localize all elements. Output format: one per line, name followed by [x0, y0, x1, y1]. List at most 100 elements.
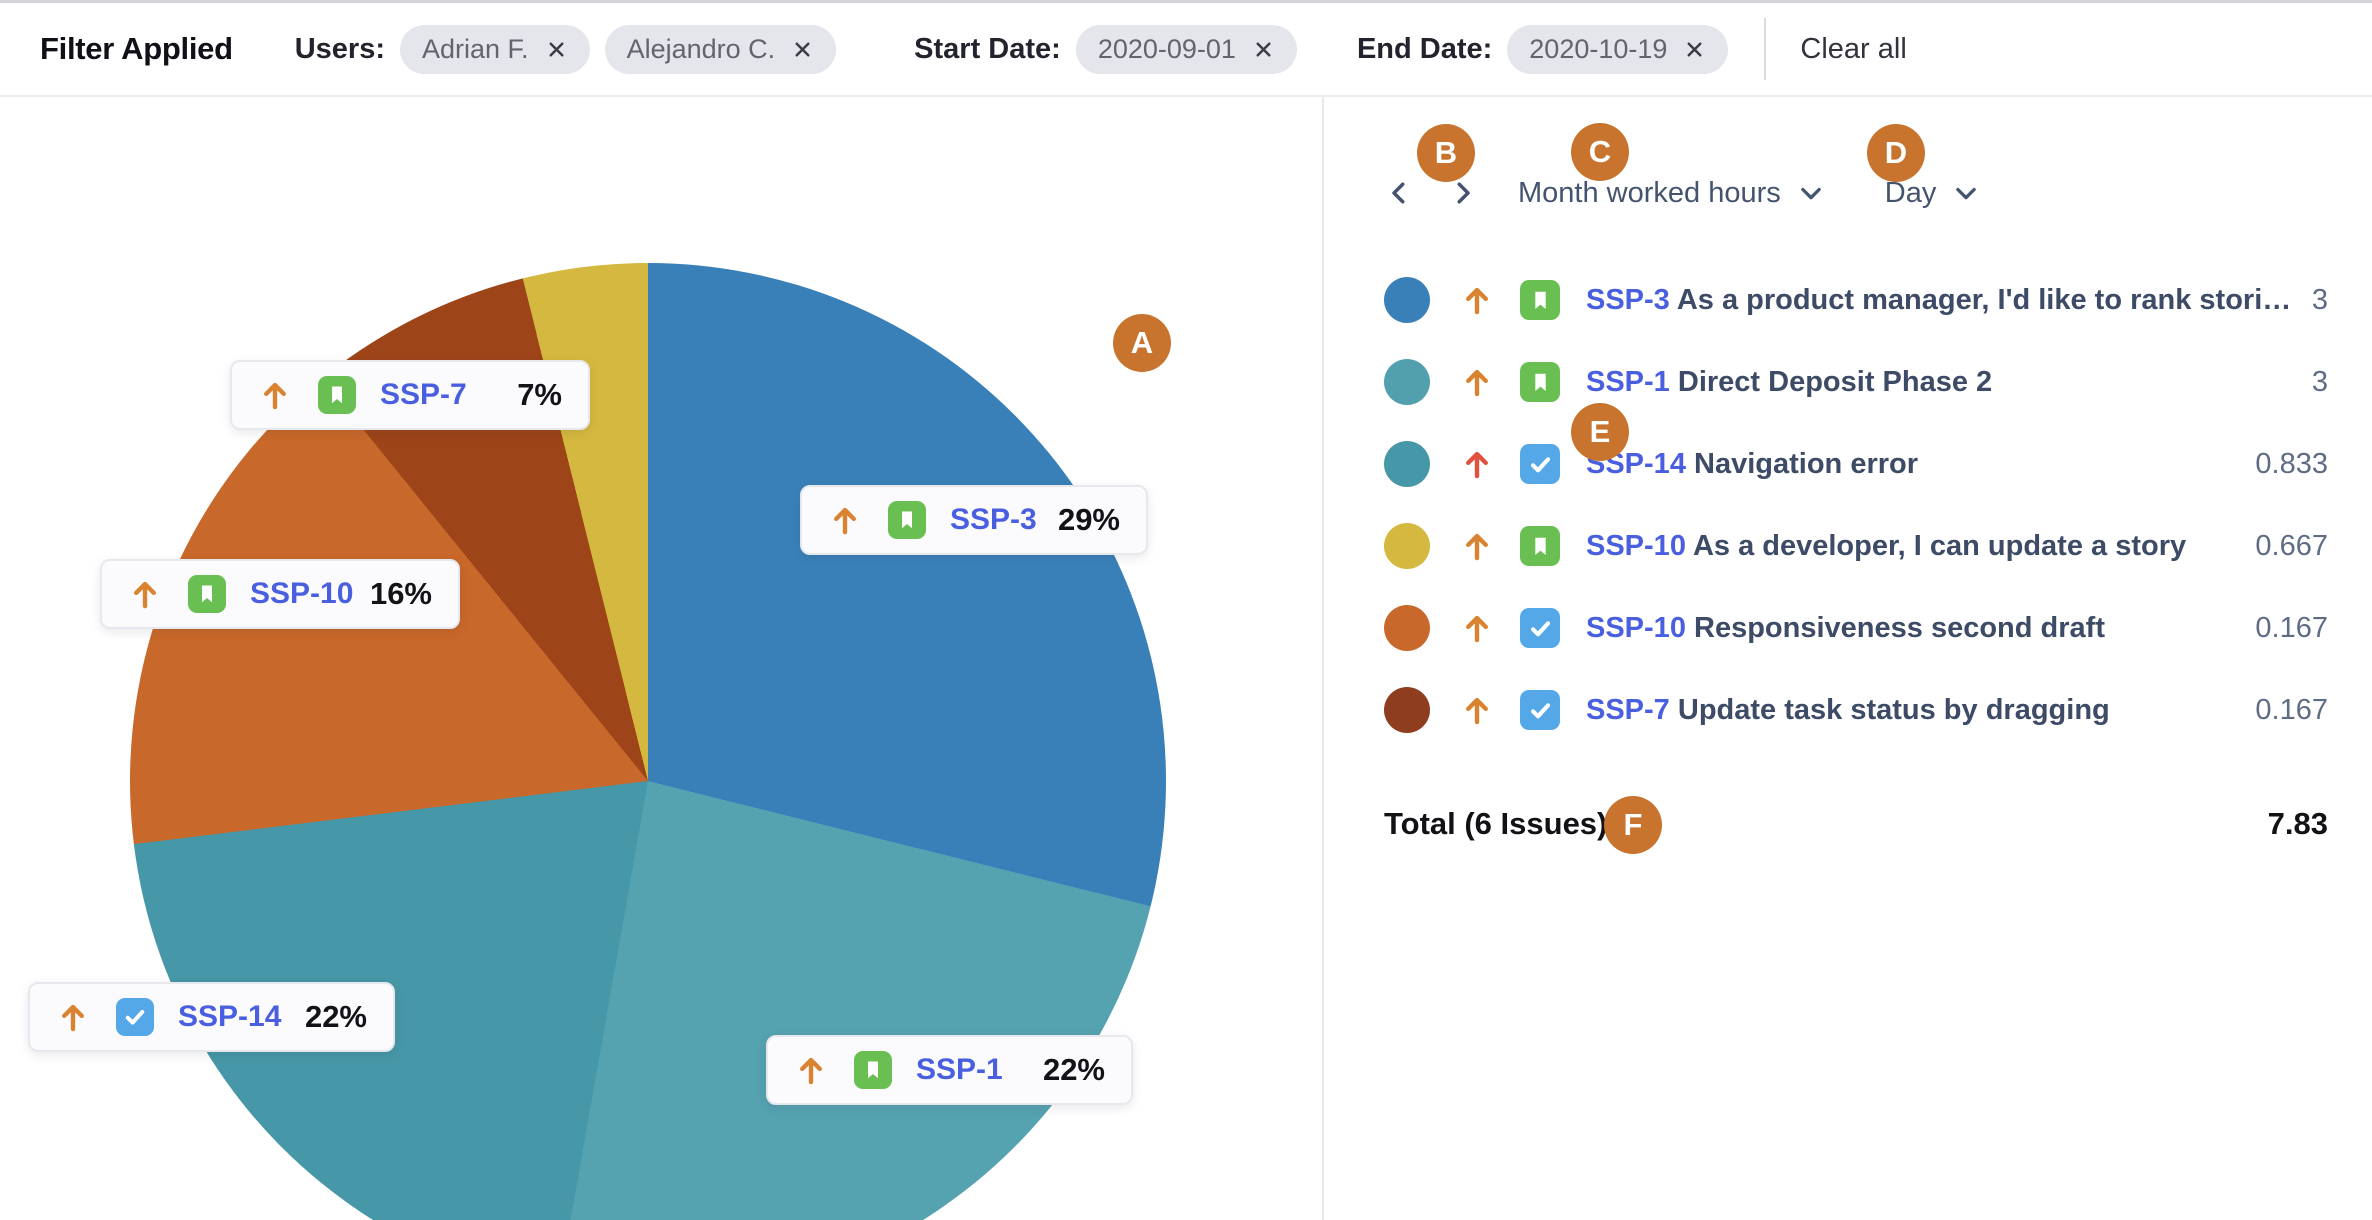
legend-row-ssp-1[interactable]: SSP-1 Direct Deposit Phase 2 3 [1384, 341, 2328, 423]
annotation-badge-c: C [1571, 123, 1629, 181]
priority-medium-icon [128, 574, 162, 614]
issue-key: SSP-7 [1586, 693, 1670, 726]
start-date-filter-group: Start Date: 2020-09-01 [914, 24, 1297, 74]
pie-callout-ssp-1: SSP-1 22% [766, 1035, 1133, 1105]
story-icon [1520, 280, 1560, 320]
total-row: Total (6 Issues) 7.83 [1384, 783, 2328, 865]
legend-panel-header: Month worked hours Day [1384, 169, 2328, 217]
annotation-badge-a: A [1113, 314, 1171, 372]
issue-key: SSP-1 [916, 1053, 1003, 1086]
story-icon [888, 501, 926, 539]
issue-title: SSP-14 Navigation error [1586, 448, 2235, 481]
priority-medium-icon [1460, 362, 1494, 402]
priority-high-icon [1460, 444, 1494, 484]
legend-row-ssp-10-task[interactable]: SSP-10 Responsiveness second draft 0.167 [1384, 587, 2328, 669]
issue-legend-list: SSP-3 As a product manager, I'd like to … [1384, 259, 2328, 751]
issue-title: SSP-10 Responsiveness second draft [1586, 612, 2235, 645]
metric-dropdown-value: Month worked hours [1518, 176, 1781, 209]
issue-summary: As a developer, I can update a story [1692, 529, 2187, 562]
worked-hours-value: 0.167 [2255, 693, 2328, 726]
annotation-badge-e: E [1571, 403, 1629, 461]
worked-hours-value: 0.833 [2255, 447, 2328, 480]
series-color-swatch [1384, 605, 1430, 651]
issue-key: SSP-10 [1586, 611, 1686, 644]
series-color-swatch [1384, 687, 1430, 733]
priority-medium-icon [794, 1050, 828, 1090]
issue-title: SSP-10 As a developer, I can update a st… [1586, 530, 2235, 563]
issue-key: SSP-3 [950, 503, 1037, 536]
priority-medium-icon [1460, 526, 1494, 566]
remove-filter-icon[interactable] [791, 38, 814, 61]
series-color-swatch [1384, 277, 1430, 323]
issue-summary: As a product manager, I'd like to rank s… [1676, 283, 2292, 316]
annotation-badge-b: B [1417, 124, 1475, 182]
issue-key: SSP-14 [178, 1000, 282, 1033]
legend-row-ssp-14[interactable]: SSP-14 Navigation error 0.833 [1384, 423, 2328, 505]
legend-row-ssp-10-story[interactable]: SSP-10 As a developer, I can update a st… [1384, 505, 2328, 587]
issue-title: SSP-3 As a product manager, I'd like to … [1586, 284, 2292, 317]
chevron-down-icon [1797, 179, 1825, 207]
annotation-badge-d: D [1867, 124, 1925, 182]
issue-key: SSP-1 [1586, 365, 1670, 398]
end-date-label: End Date: [1356, 32, 1493, 65]
series-color-swatch [1384, 359, 1430, 405]
worked-hours-value: 0.667 [2255, 529, 2328, 562]
total-label: Total (6 Issues) [1384, 806, 1608, 841]
series-color-swatch [1384, 441, 1430, 487]
task-icon [116, 998, 154, 1036]
user-chip-label: Adrian F. [422, 33, 529, 64]
story-icon [1520, 362, 1560, 402]
task-icon [1520, 444, 1560, 484]
legend-panel: Month worked hours Day SSP-3 As a produc… [1322, 97, 2372, 1220]
end-date-filter-group: End Date: 2020-10-19 [1356, 24, 1729, 74]
worked-hours-value: 3 [2311, 283, 2328, 316]
user-chip-label: Alejandro C. [626, 33, 776, 64]
filter-bar-divider [1764, 18, 1767, 80]
slice-percent: 29% [1057, 502, 1120, 537]
priority-medium-icon [1460, 608, 1494, 648]
remove-filter-icon[interactable] [545, 38, 568, 61]
issue-summary: Responsiveness second draft [1694, 611, 2105, 644]
report-main: SSP-7 7% SSP-3 29% SSP-10 16% SSP-14 22% [0, 97, 2372, 1220]
slice-percent: 7% [517, 377, 562, 412]
legend-row-ssp-7[interactable]: SSP-7 Update task status by dragging 0.1… [1384, 669, 2328, 751]
story-icon [1520, 526, 1560, 566]
chevron-down-icon [1952, 179, 1980, 207]
issue-title: SSP-7 Update task status by dragging [1586, 694, 2235, 727]
annotation-badge-f: F [1604, 796, 1662, 854]
task-icon [1520, 690, 1560, 730]
previous-period-button[interactable] [1384, 178, 1414, 208]
legend-row-ssp-3[interactable]: SSP-3 As a product manager, I'd like to … [1384, 259, 2328, 341]
priority-medium-icon [1460, 280, 1494, 320]
pie-callout-ssp-7: SSP-7 7% [230, 360, 590, 430]
issue-summary: Update task status by dragging [1677, 693, 2110, 726]
filter-applied-title: Filter Applied [40, 31, 233, 66]
pie-callout-ssp-3: SSP-3 29% [800, 485, 1148, 555]
slice-percent: 16% [369, 576, 432, 611]
metric-dropdown[interactable]: Month worked hours [1518, 177, 1825, 210]
priority-medium-icon [56, 997, 90, 1037]
series-color-swatch [1384, 523, 1430, 569]
remove-filter-icon[interactable] [1252, 38, 1275, 61]
issue-title: SSP-1 Direct Deposit Phase 2 [1586, 366, 2292, 399]
users-label: Users: [294, 32, 385, 65]
priority-medium-icon [1460, 690, 1494, 730]
end-date-chip[interactable]: 2020-10-19 [1507, 24, 1729, 74]
task-icon [1520, 608, 1560, 648]
issue-key: SSP-10 [1586, 529, 1686, 562]
remove-filter-icon[interactable] [1683, 38, 1706, 61]
clear-all-button[interactable]: Clear all [1800, 32, 1907, 65]
issue-key: SSP-10 [250, 577, 354, 610]
issue-key: SSP-7 [380, 378, 467, 411]
issue-key: SSP-3 [1586, 283, 1670, 316]
end-date-value: 2020-10-19 [1529, 33, 1668, 64]
user-chip-adrian[interactable]: Adrian F. [400, 24, 590, 74]
user-chip-alejandro[interactable]: Alejandro C. [604, 24, 837, 74]
start-date-chip[interactable]: 2020-09-01 [1075, 24, 1297, 74]
start-date-label: Start Date: [914, 32, 1061, 65]
users-filter-group: Users: Adrian F. Alejandro C. [294, 24, 837, 74]
next-period-button[interactable] [1448, 178, 1478, 208]
total-value: 7.83 [2267, 806, 2328, 841]
story-icon [188, 575, 226, 613]
